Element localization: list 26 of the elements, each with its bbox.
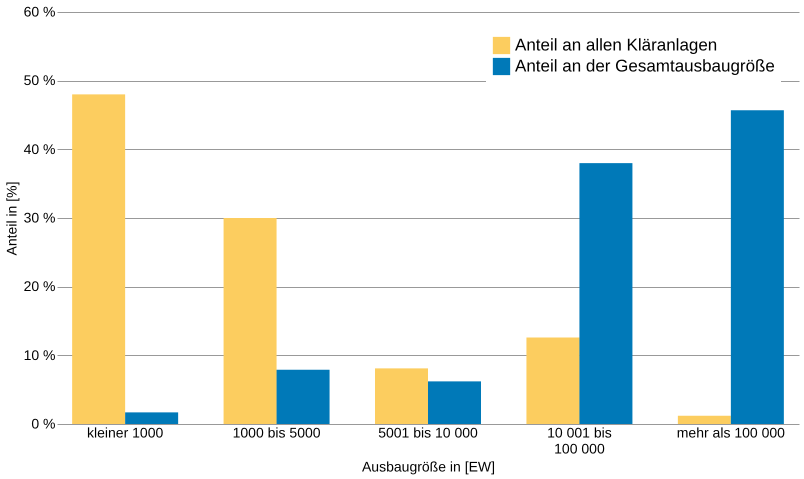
bar [678,416,731,424]
x-tick-label: 5001 bis 10 000 [378,424,478,440]
bar [375,368,428,424]
bar [224,218,277,424]
y-tick-label: 20 % [24,278,56,294]
y-axis-title: Anteil in [%] [4,182,20,256]
bar [72,94,126,424]
x-axis-title: Ausbaugröße in [EW] [362,458,496,474]
bar [730,110,784,424]
y-tick-label: 40 % [24,140,56,157]
y-tick-label: 30 % [24,210,56,226]
x-tick-label: 1000 bis 5000 [232,424,321,440]
y-tick-label: 50 % [24,72,56,88]
legend-label: Anteil an der Gesamtausbaugröße [515,56,775,76]
legend-label: Anteil an allen Kläranlagen [515,36,718,54]
bar [526,337,580,424]
x-tick-label: 10 001 bis 100 000 [547,424,612,456]
bar [276,370,330,424]
bar [428,381,481,424]
x-tick-label: kleiner 1000 [87,424,164,440]
y-tick-label: 10 % [24,346,56,363]
y-tick-label: 0 % [31,416,56,432]
y-tick-label: 60 % [24,4,56,20]
x-tick-label: mehr als 100 000 [676,424,786,440]
bar [579,163,632,424]
bar [125,412,178,424]
